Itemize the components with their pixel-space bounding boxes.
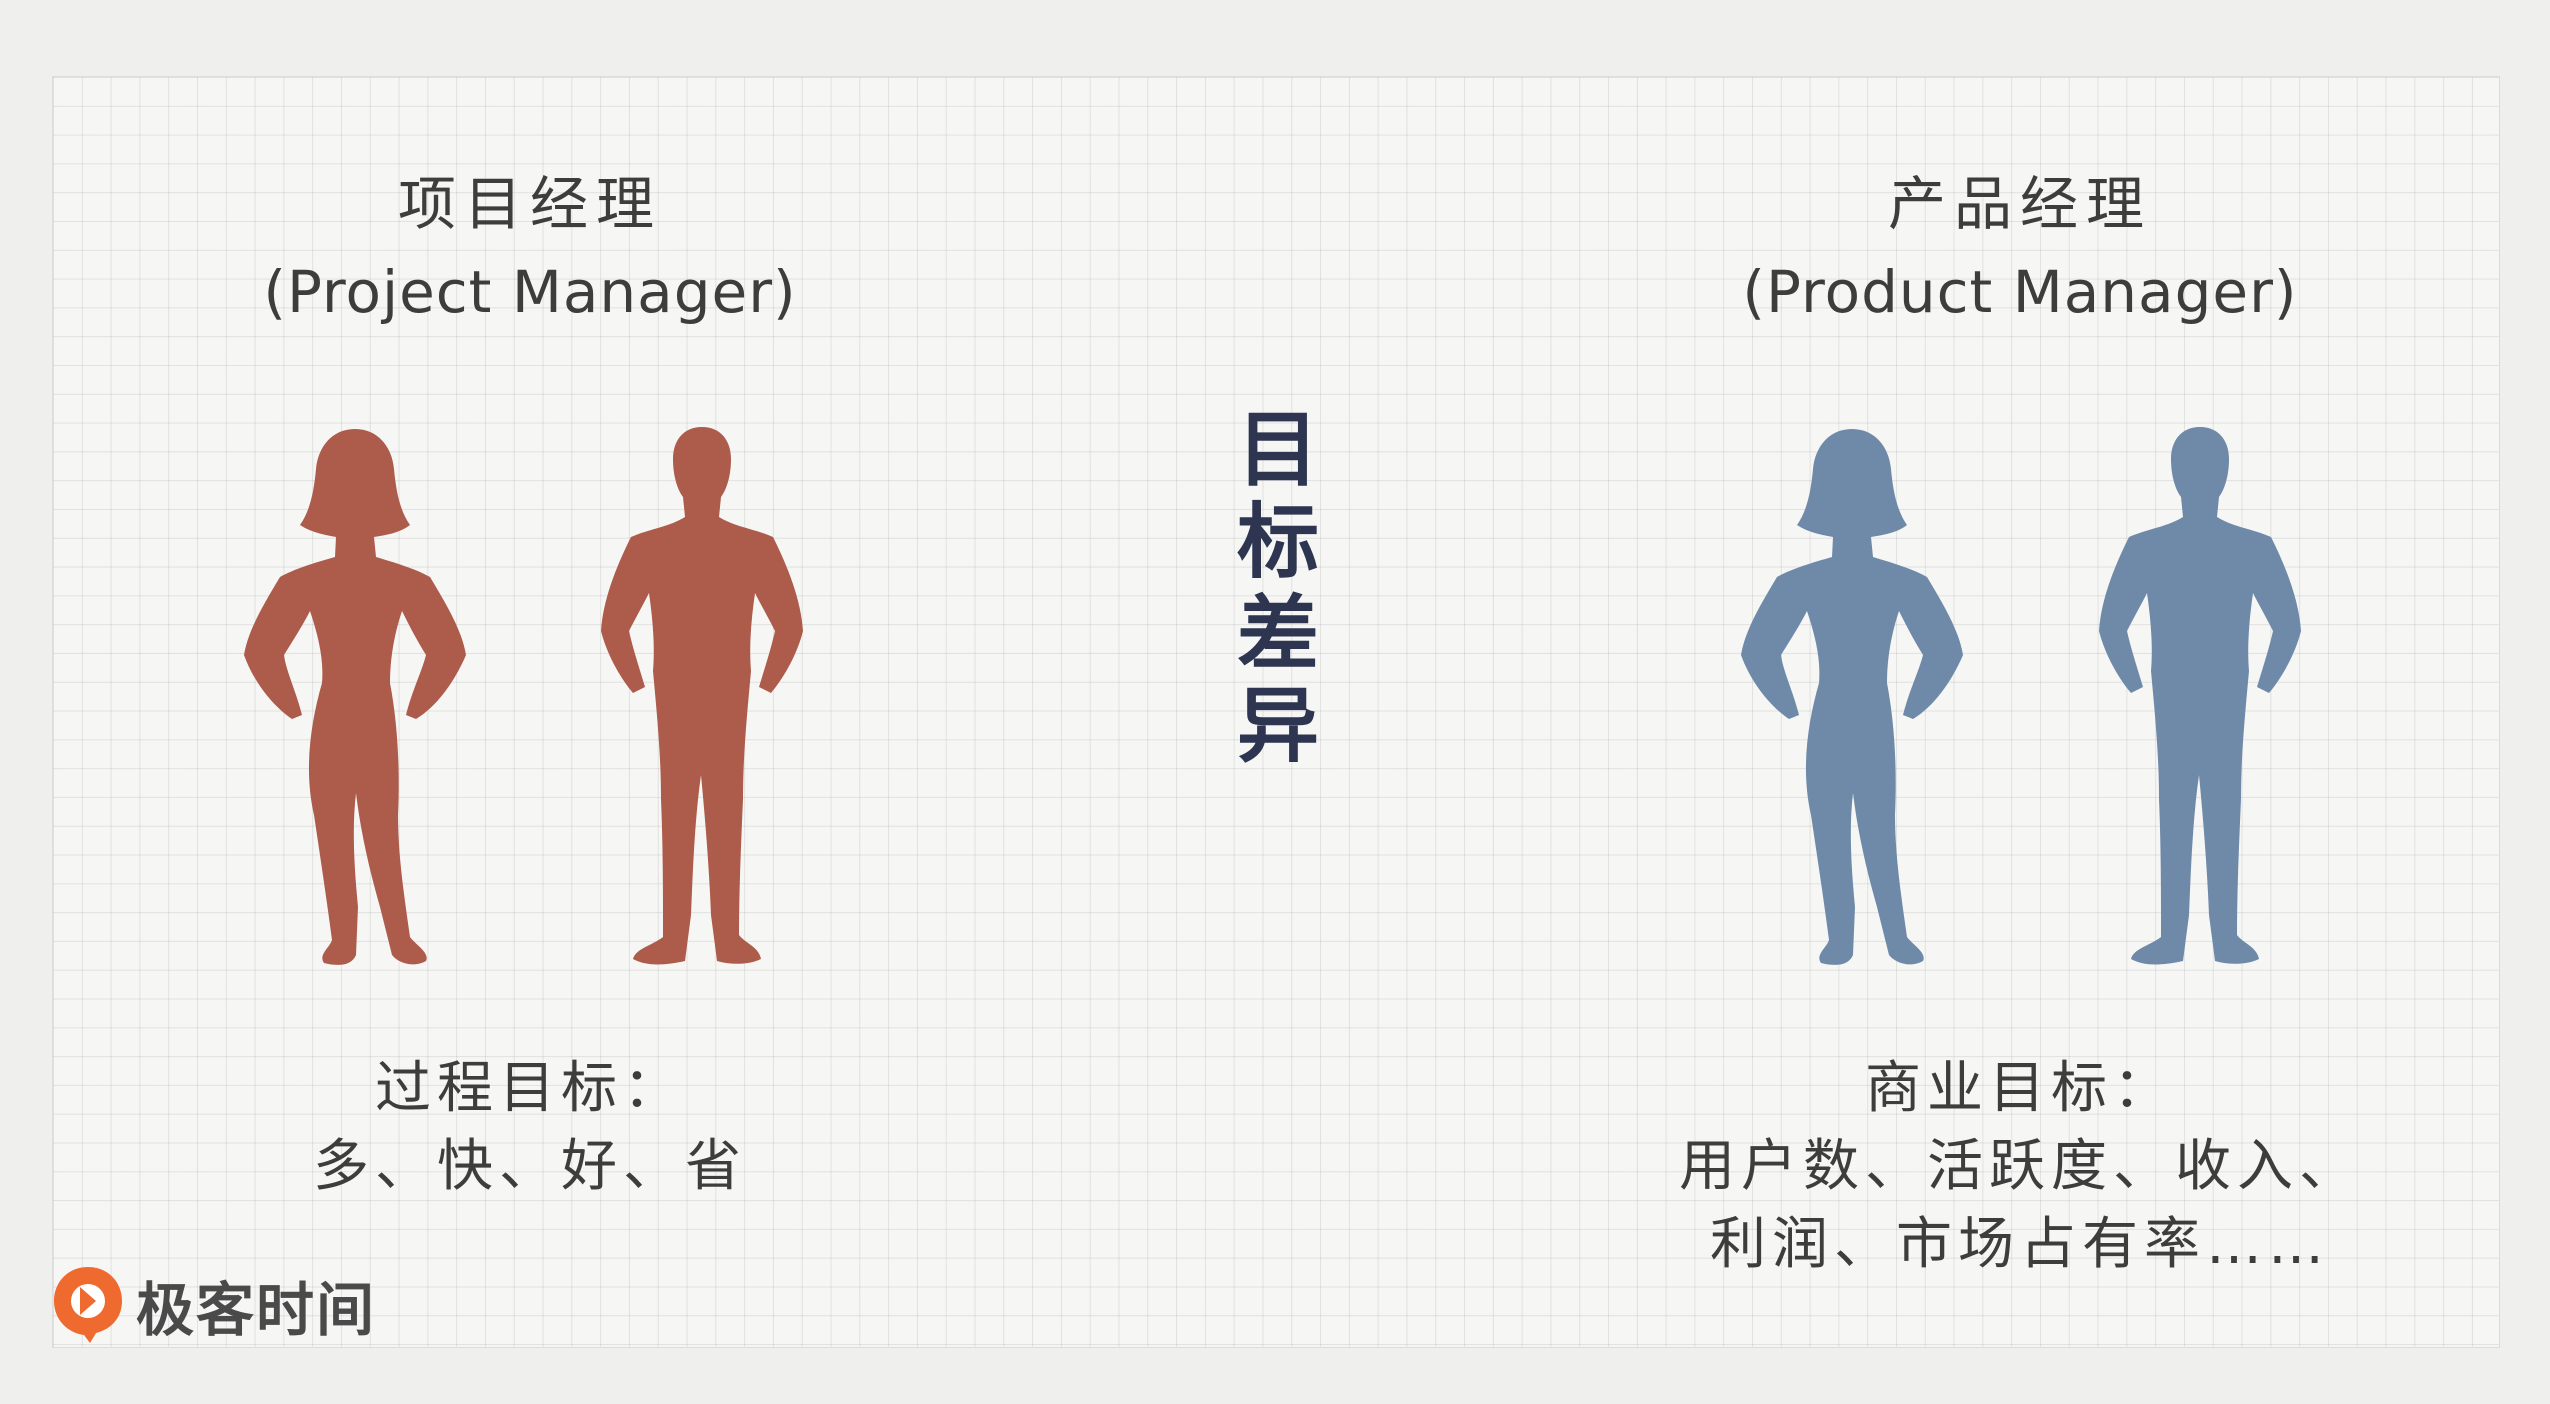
grid-paper-background (52, 76, 2500, 1348)
goal-difference-label: 目标差异 (1228, 405, 1328, 773)
goal-difference-text: 目标差异 (1236, 403, 1319, 774)
product-manager-header: 产品经理 (Product Manager) (1650, 160, 2390, 336)
geektime-logo-icon (54, 1267, 122, 1343)
woman-silhouette (1741, 429, 1963, 965)
business-goals-title: 商业目标： (1865, 1056, 2175, 1121)
product-manager-title: 产品经理 (1887, 170, 2152, 238)
product-manager-subtitle: (Product Manager) (1742, 258, 2298, 326)
geektime-logo: 极客时间 (50, 1262, 376, 1348)
project-manager-title: 项目经理 (397, 170, 662, 238)
woman-silhouette (244, 429, 466, 965)
project-manager-woman-icon (244, 429, 466, 965)
process-goals-items: 多、快、好、省 (313, 1134, 747, 1199)
process-goals: 过程目标： 多、快、好、省 (160, 1050, 900, 1206)
process-goals-title: 过程目标： (375, 1056, 685, 1121)
product-manager-woman-icon (1741, 429, 1963, 965)
man-silhouette (601, 427, 803, 965)
project-manager-man-icon (601, 427, 803, 965)
product-manager-man-icon (2099, 427, 2301, 965)
business-goals: 商业目标： 用户数、活跃度、收入、 利润、市场占有率…… (1560, 1050, 2480, 1284)
business-goals-line2: 利润、市场占有率…… (1710, 1212, 2330, 1277)
business-goals-line1: 用户数、活跃度、收入、 (1679, 1134, 2361, 1199)
man-silhouette (2099, 427, 2301, 965)
project-manager-header: 项目经理 (Project Manager) (160, 160, 900, 336)
project-manager-subtitle: (Project Manager) (263, 258, 797, 326)
geektime-logo-text: 极客时间 (136, 1276, 377, 1344)
